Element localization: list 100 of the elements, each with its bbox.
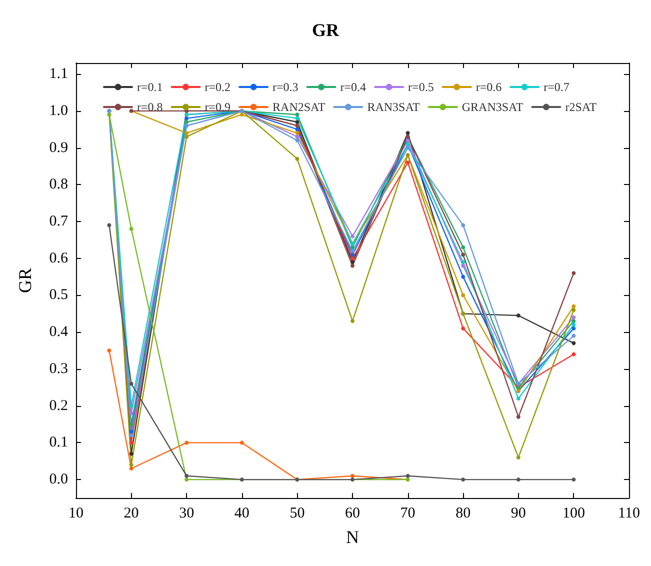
point: [461, 478, 466, 482]
point: [572, 304, 576, 308]
legend-label: r2SAT: [565, 100, 598, 114]
point: [516, 396, 520, 400]
point: [461, 293, 466, 298]
x-tick-label: 70: [400, 506, 416, 522]
point: [184, 120, 189, 124]
point: [350, 245, 354, 250]
point: [295, 138, 300, 142]
legend-label: GRAN3SAT: [462, 100, 524, 114]
point: [129, 433, 134, 438]
point: [184, 478, 189, 482]
point: [240, 440, 244, 445]
point: [295, 131, 300, 136]
point: [350, 474, 354, 478]
x-tick-label: 60: [345, 506, 360, 522]
legend-label: r=0.4: [340, 80, 366, 94]
point: [350, 252, 354, 257]
x-axis-title: N: [346, 527, 359, 547]
y-tick-label: 0.7: [49, 214, 68, 230]
x-tick-label: 10: [68, 506, 84, 522]
point: [184, 131, 189, 136]
legend-label: RAN2SAT: [272, 100, 326, 114]
x-tick-label: 80: [456, 506, 471, 522]
point: [295, 112, 300, 117]
point: [572, 322, 576, 327]
point: [129, 452, 134, 456]
y-tick-label: 1.0: [49, 102, 68, 119]
y-tick-label: 1.1: [49, 66, 68, 82]
point: [516, 314, 520, 318]
point: [129, 411, 134, 416]
point: [350, 319, 354, 324]
y-tick-label: 0.8: [49, 176, 68, 193]
point: [461, 274, 466, 279]
point: [295, 134, 300, 139]
point: [461, 252, 466, 257]
point: [516, 414, 520, 419]
point: [461, 223, 466, 228]
point: [350, 249, 354, 254]
point: [572, 308, 576, 312]
legend-label: r=0.5: [408, 80, 434, 94]
legend-label: r=0.3: [272, 80, 298, 94]
legend-label: r=0.8: [137, 100, 163, 114]
point: [572, 334, 576, 338]
point: [572, 326, 576, 330]
point: [295, 127, 300, 132]
point: [129, 422, 134, 426]
point: [572, 271, 576, 276]
y-tick-label: 0.9: [49, 140, 68, 156]
point: [350, 256, 354, 260]
point: [461, 264, 466, 268]
point: [129, 440, 134, 445]
y-tick-label: 0.3: [49, 360, 68, 377]
x-tick-label: 110: [618, 506, 640, 522]
point: [295, 116, 300, 120]
y-tick-label: 0.0: [49, 472, 68, 488]
point: [516, 455, 520, 460]
point: [107, 348, 112, 353]
x-tick-label: 90: [510, 506, 526, 522]
point: [406, 138, 410, 142]
point: [129, 404, 134, 408]
point: [572, 341, 576, 346]
point: [129, 382, 134, 386]
y-tick-label: 0.6: [49, 250, 68, 266]
legend-label: r=0.7: [544, 80, 570, 94]
point: [406, 474, 410, 478]
point: [295, 156, 300, 161]
point: [406, 146, 410, 150]
y-tick-label: 0.4: [49, 324, 68, 340]
x-tick-label: 30: [179, 506, 194, 522]
point: [572, 478, 576, 482]
y-axis-title: GR: [15, 268, 35, 294]
point: [572, 315, 576, 320]
point: [240, 112, 244, 117]
x-tick-label: 40: [234, 506, 250, 522]
chart-title: GR: [312, 20, 340, 40]
point: [129, 226, 134, 231]
point: [461, 260, 466, 264]
point: [107, 223, 112, 228]
point: [350, 264, 354, 268]
legend-label: r=0.9: [204, 100, 231, 114]
point: [461, 326, 466, 330]
point: [184, 134, 189, 139]
point: [406, 131, 410, 136]
x-tick-label: 100: [562, 506, 585, 522]
point: [572, 352, 576, 356]
point: [461, 245, 466, 250]
legend-label: r=0.2: [204, 80, 231, 94]
point: [184, 116, 189, 120]
y-tick-label: 0.5: [49, 287, 68, 304]
y-tick-label: 0.2: [49, 398, 68, 414]
legend-label: r=0.1: [137, 80, 163, 94]
x-tick-label: 50: [290, 506, 305, 522]
y-tick-label: 0.1: [49, 434, 68, 451]
point: [350, 260, 354, 264]
point: [406, 160, 410, 165]
legend-label: r=0.6: [476, 80, 502, 94]
point: [129, 466, 134, 471]
x-tick-label: 20: [124, 506, 139, 522]
legend-label: RAN3SAT: [367, 100, 421, 114]
